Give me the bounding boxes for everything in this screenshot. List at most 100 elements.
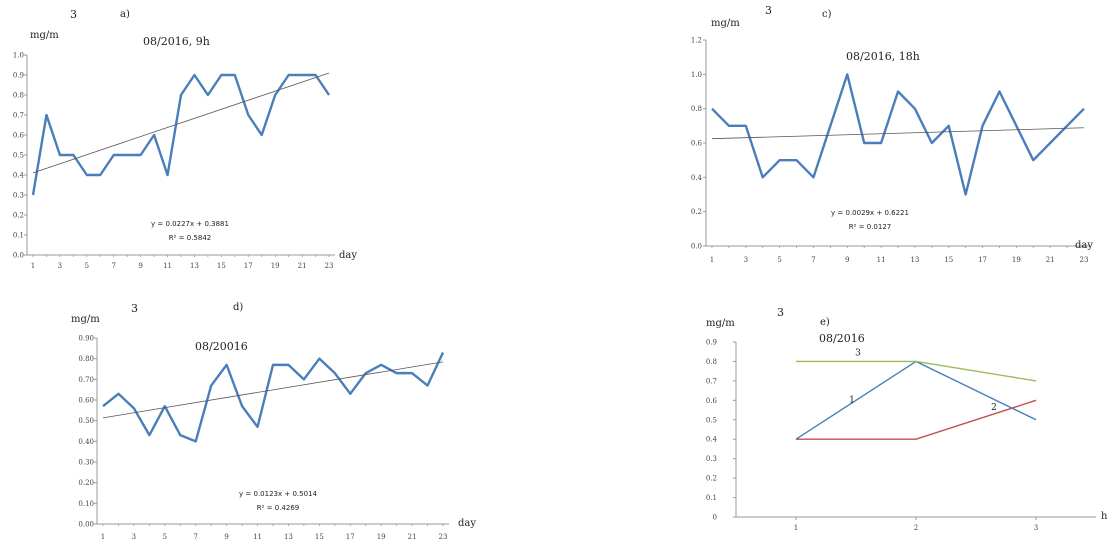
y-tick-label: 0.0 — [691, 243, 702, 251]
x-tick-label: 19 — [377, 533, 386, 541]
y-axis-unit-superscript: 3 — [777, 306, 784, 319]
y-tick-label: 0.1 — [13, 232, 24, 240]
series-label: 1 — [849, 395, 855, 405]
y-tick-label: 0.90 — [78, 335, 94, 343]
y-tick-label: 0.3 — [13, 192, 24, 200]
x-tick-label: 7 — [811, 256, 815, 264]
y-tick-label: 0.9 — [13, 72, 24, 80]
x-tick-label: 13 — [190, 262, 199, 270]
y-tick-label: 0.7 — [13, 112, 24, 120]
panel-label: e) — [820, 317, 830, 328]
trend-equation: y = 0.0123x + 0.5014 — [239, 490, 317, 498]
trend-line — [102, 361, 444, 419]
x-tick-label: 5 — [777, 256, 781, 264]
x-tick-label: 15 — [315, 533, 324, 541]
y-tick-label: 0.8 — [706, 358, 717, 366]
trend-line — [711, 127, 1085, 140]
x-tick-label: 9 — [845, 256, 849, 264]
panel-label: a) — [120, 9, 130, 20]
x-tick-label: 1 — [101, 533, 105, 541]
x-tick-label: 1 — [710, 256, 714, 264]
x-tick-label: 21 — [408, 533, 417, 541]
chart-c: 0.00.20.40.60.81.01.21 3 5 7 9 11 13 15 17 19 21 23… — [691, 4, 1094, 264]
y-tick-label: 0.4 — [691, 174, 703, 182]
x-tick-label: 9 — [138, 262, 142, 270]
x-axis-label: day — [1075, 240, 1093, 251]
series-line-1 — [795, 360, 1037, 440]
y-tick-label: 0.9 — [706, 339, 717, 347]
y-tick-label: 0.6 — [13, 132, 25, 140]
x-tick-label: 11 — [163, 262, 172, 270]
y-tick-label: 0.50 — [78, 417, 94, 425]
x-tick-label: 3 — [744, 256, 748, 264]
y-tick-label: 0.80 — [78, 355, 94, 363]
y-axis-unit: mg/m — [71, 314, 100, 325]
y-axis-unit-superscript: 3 — [765, 4, 772, 17]
x-tick-label: 11 — [877, 256, 886, 264]
x-tick-label: 13 — [910, 256, 919, 264]
x-tick-label: 9 — [224, 533, 228, 541]
x-tick-label: 1 — [794, 524, 798, 532]
y-tick-label: 0.8 — [13, 92, 24, 100]
chart-a: 0.00.10.20.30.40.50.60.70.80.91.01 3 5 7 9 11… — [13, 8, 358, 270]
trend-line — [32, 72, 330, 174]
x-axis-label: day — [458, 518, 476, 529]
x-tick-label: 23 — [439, 533, 448, 541]
chart-e: 0 0.1 0.2 0.3 0.4 0.5 0.6 0.7 0.8 0.9 1 2 3 1 2 3 e) 08/2… — [706, 306, 1108, 532]
y-tick-label: 0.10 — [78, 500, 94, 508]
y-tick-label: 0 — [713, 514, 717, 522]
y-tick-label: 0.1 — [706, 494, 717, 502]
y-tick-label: 0.4 — [13, 172, 25, 180]
x-tick-label: 17 — [346, 533, 355, 541]
x-tick-label: 17 — [244, 262, 253, 270]
trend-equation: y = 0.0029x + 0.6221 — [831, 209, 909, 217]
x-axis-label: h — [1101, 511, 1108, 522]
y-tick-label: 0.5 — [13, 152, 24, 160]
series-label: 2 — [991, 403, 997, 413]
trend-equation: y = 0.0227x + 0.3881 — [151, 220, 229, 228]
trend-r2: R² = 0.4269 — [257, 504, 299, 512]
y-tick-label: 0.3 — [706, 455, 717, 463]
panel-label: c) — [822, 9, 832, 20]
x-axis-label: day — [339, 250, 357, 261]
x-tick-label: 19 — [1012, 256, 1021, 264]
y-axis-unit-superscript: 3 — [70, 8, 77, 21]
x-tick-label: 19 — [271, 262, 280, 270]
x-tick-label: 21 — [298, 262, 307, 270]
x-tick-label: 1 — [31, 262, 35, 270]
chart-title: 08/2016, 18h — [846, 50, 920, 63]
y-tick-label: 0.00 — [78, 521, 94, 529]
y-axis-unit: mg/m — [30, 30, 59, 41]
x-tick-label: 3 — [1034, 524, 1038, 532]
series-line-2 — [796, 399, 1037, 440]
y-tick-label: 1.0 — [691, 71, 702, 79]
series-label: 3 — [855, 348, 861, 358]
y-tick-label: 0.8 — [691, 105, 702, 113]
series-line — [31, 73, 330, 196]
chart-d: 0.00 0.10 0.20 0.30 0.40 0.50 0.60 0.70 0.80 0.90… — [71, 302, 476, 541]
x-tick-label: 3 — [58, 262, 62, 270]
y-tick-label: 0.60 — [78, 397, 94, 405]
x-tick-label: 7 — [111, 262, 115, 270]
x-tick-label: 17 — [978, 256, 987, 264]
x-tick-label: 15 — [944, 256, 953, 264]
x-tick-label: 7 — [193, 533, 197, 541]
y-axis-unit: mg/m — [711, 18, 740, 29]
x-tick-label: 23 — [1080, 256, 1089, 264]
y-tick-label: 0.2 — [706, 475, 717, 483]
y-tick-label: 0.2 — [13, 212, 24, 220]
panel-label: d) — [233, 302, 243, 313]
y-tick-label: 0.30 — [78, 459, 94, 467]
series-line-3 — [796, 360, 1037, 382]
trend-r2: R² = 0.5842 — [169, 234, 211, 242]
y-tick-label: 0.5 — [706, 416, 717, 424]
y-axis-unit: mg/m — [706, 318, 735, 329]
chart-title: 08/20016 — [195, 340, 248, 353]
trend-r2: R² = 0.0127 — [849, 223, 891, 231]
x-tick-label: 23 — [325, 262, 334, 270]
y-tick-label: 0.6 — [706, 397, 718, 405]
y-axis-unit-superscript: 3 — [131, 302, 138, 315]
y-tick-label: 0.0 — [13, 252, 24, 260]
y-tick-label: 0.20 — [78, 479, 94, 487]
